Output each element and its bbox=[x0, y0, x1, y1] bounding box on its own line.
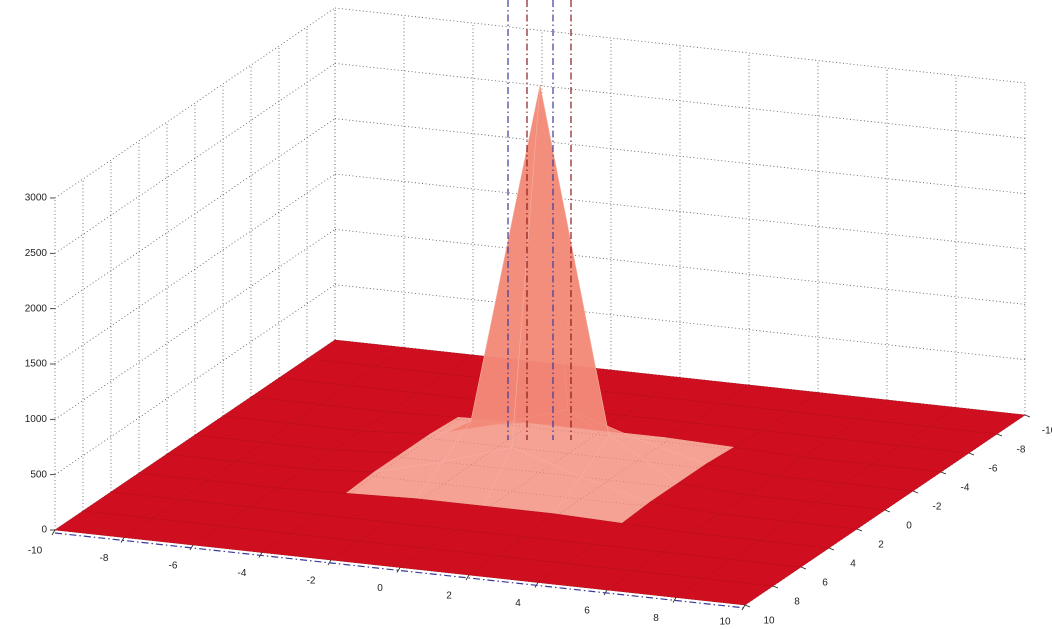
x-tick-label: 6 bbox=[584, 606, 590, 617]
limit-lines bbox=[54, 0, 746, 609]
x-tick-label: -6 bbox=[169, 561, 178, 572]
tick-mark bbox=[465, 574, 470, 581]
x-tick-label: -10 bbox=[28, 546, 43, 557]
z-tick-label: 1000 bbox=[25, 414, 48, 425]
grid-line bbox=[334, 7, 1026, 84]
tick-mark bbox=[996, 433, 1003, 437]
x-tick-label: -8 bbox=[100, 553, 109, 564]
z-tick-label: 3000 bbox=[25, 193, 48, 204]
x-tick-label: 10 bbox=[719, 617, 731, 628]
tick-mark bbox=[912, 490, 919, 494]
y-tick-label: 8 bbox=[794, 597, 800, 608]
tick-mark bbox=[968, 452, 975, 456]
z-tick-label: 1500 bbox=[25, 359, 48, 370]
x-tick-label: 2 bbox=[446, 591, 452, 602]
y-tick-label: 2 bbox=[878, 540, 884, 551]
grid-line bbox=[54, 118, 336, 309]
tick-mark bbox=[772, 585, 779, 589]
grid-line bbox=[334, 284, 1026, 361]
y-tick-label: 10 bbox=[763, 616, 775, 627]
x-tick-label: -4 bbox=[238, 568, 247, 579]
tick-mark bbox=[1024, 414, 1031, 418]
tick-mark bbox=[884, 509, 891, 513]
tick-labels: 0 500 1000 1500 2000 2500 3000 -10 -8 -6 -4 -2 0 2 4 6 8… bbox=[25, 193, 1052, 628]
tick-mark bbox=[672, 597, 677, 603]
y-tick-label: 4 bbox=[850, 559, 856, 570]
grid-line bbox=[54, 63, 336, 254]
tick-mark bbox=[940, 471, 947, 475]
surface bbox=[54, 85, 1026, 606]
tick-mark bbox=[744, 604, 751, 608]
y-tick-label: -4 bbox=[961, 483, 970, 494]
y-tick-label: -6 bbox=[989, 464, 998, 475]
grid-line bbox=[334, 173, 1026, 250]
tick-mark bbox=[828, 547, 835, 551]
tick-mark bbox=[800, 566, 807, 570]
grid-line bbox=[54, 284, 336, 475]
x-tick-label: -2 bbox=[307, 576, 316, 587]
y-tick-label: -10 bbox=[1042, 426, 1052, 437]
z-tick-label: 500 bbox=[30, 469, 47, 480]
y-tick-label: 6 bbox=[822, 578, 828, 589]
z-tick-label: 2500 bbox=[25, 248, 48, 259]
grid-line bbox=[54, 7, 336, 199]
y-tick-label: -2 bbox=[933, 502, 942, 513]
tick-mark bbox=[856, 528, 863, 532]
z-tick-label: 2000 bbox=[25, 303, 48, 314]
x-tick-label: 8 bbox=[653, 613, 659, 624]
y-tick-label: -8 bbox=[1017, 445, 1026, 456]
y-tick-label: 0 bbox=[906, 521, 912, 532]
grid-line bbox=[54, 173, 336, 365]
tick-mark bbox=[396, 567, 401, 573]
tick-mark bbox=[51, 529, 56, 536]
grid-line bbox=[334, 228, 1026, 305]
tick-mark bbox=[120, 537, 125, 543]
grid-line bbox=[54, 229, 336, 420]
z-tick-label: 0 bbox=[41, 525, 47, 536]
x-tick-label: 4 bbox=[515, 598, 521, 609]
x-tick-label: 0 bbox=[377, 583, 383, 594]
